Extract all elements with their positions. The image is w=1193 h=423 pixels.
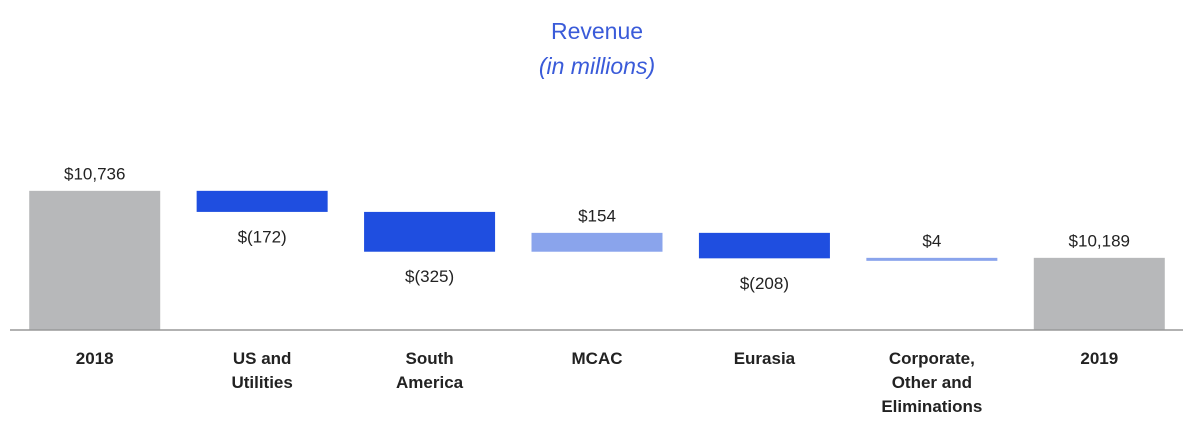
bar xyxy=(698,232,830,259)
value-label: $(172) xyxy=(238,227,287,246)
x-tick-label: South America xyxy=(396,349,464,392)
bar xyxy=(531,232,663,252)
x-tick-label: MCAC xyxy=(572,349,623,368)
bar xyxy=(196,190,328,212)
value-label: $10,736 xyxy=(64,164,125,183)
value-label: $(325) xyxy=(405,267,454,286)
value-label: $10,189 xyxy=(1069,231,1130,250)
x-tick-label: US and Utilities xyxy=(231,349,292,392)
x-tick-label: Corporate, Other and Eliminations xyxy=(881,349,982,416)
value-label: $(208) xyxy=(740,274,789,293)
value-label: $154 xyxy=(578,206,616,225)
bar xyxy=(1033,257,1165,330)
chart-subtitle: (in millions) xyxy=(539,53,655,79)
value-label: $4 xyxy=(922,231,941,250)
x-tick-label: 2019 xyxy=(1080,349,1118,368)
bar xyxy=(29,190,161,330)
bar xyxy=(364,211,496,252)
x-tick-label: 2018 xyxy=(76,349,114,368)
x-tick-label: Eurasia xyxy=(734,349,796,368)
chart-title: Revenue xyxy=(551,18,643,44)
bar xyxy=(866,257,998,261)
